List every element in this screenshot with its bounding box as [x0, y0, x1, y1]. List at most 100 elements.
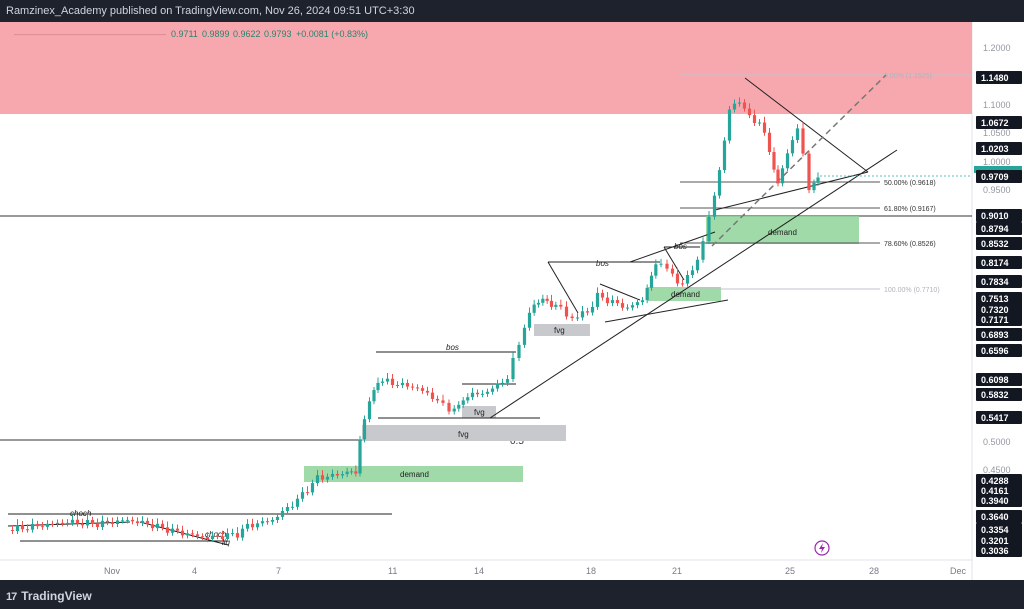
- candle-body: [367, 401, 372, 420]
- candle-body: [20, 525, 25, 530]
- candle-body: [470, 392, 475, 398]
- candle-body: [275, 516, 280, 520]
- candle-body: [570, 316, 574, 319]
- candle-body: [685, 275, 690, 284]
- price-badge: 0.6893: [981, 330, 1009, 340]
- candle-body: [807, 153, 811, 191]
- candle-body: [722, 140, 727, 171]
- candle-body: [665, 263, 669, 269]
- fib-50: 50.00% (0.9618): [884, 180, 936, 187]
- candle-body: [590, 306, 595, 313]
- candle-body: [310, 483, 315, 493]
- candle-body: [649, 275, 654, 288]
- bos-label-2: bos: [596, 259, 609, 268]
- svg-text:1.1000: 1.1000: [983, 100, 1011, 110]
- price-badge-bg: [976, 544, 1022, 557]
- price-badge-bg: [976, 303, 1022, 316]
- candle-body: [230, 533, 235, 535]
- price-badge: 0.9709: [981, 172, 1009, 182]
- svg-text:11: 11: [388, 566, 397, 576]
- current-price-marker: [974, 166, 1022, 173]
- candle-body: [125, 519, 130, 521]
- candle-body: [435, 398, 440, 401]
- trendlines[interactable]: [7, 77, 898, 546]
- price-badge: 0.6596: [981, 346, 1009, 356]
- candle-body: [717, 170, 722, 196]
- candle-body: [385, 378, 390, 382]
- bos-label-1: bos: [446, 343, 459, 352]
- candle-body: [135, 521, 140, 524]
- candle-body: [495, 383, 500, 389]
- candle-body: [300, 492, 305, 499]
- candle-body: [630, 305, 635, 308]
- candle-body: [65, 522, 70, 524]
- candle-body: [549, 300, 554, 307]
- price-badge: 1.0203: [981, 144, 1009, 154]
- candle-body: [40, 526, 45, 528]
- candle-body: [395, 385, 400, 387]
- demand-label-high: demand: [768, 228, 797, 237]
- candle-body: [795, 128, 800, 141]
- candle-body: [285, 507, 290, 511]
- candle-body: [130, 519, 135, 522]
- candle-body: [461, 400, 465, 405]
- fvg-label-mid: fvg: [474, 408, 485, 417]
- candle-body: [625, 307, 630, 309]
- candle-body: [400, 382, 405, 386]
- candle-body: [415, 387, 420, 389]
- price-badge: 0.5832: [981, 390, 1009, 400]
- publisher-header: Ramzinex_Academy published on TradingVie…: [0, 0, 1024, 22]
- candle-body: [60, 522, 65, 524]
- candle-body: [712, 195, 717, 217]
- candle-body: [90, 519, 95, 524]
- price-badge: 0.8794: [981, 224, 1009, 234]
- candle-body: [195, 534, 200, 537]
- svg-text:1.0000: 1.0000: [983, 157, 1011, 167]
- plot-area[interactable]: [0, 22, 972, 580]
- fvg-zone-mid: [462, 406, 496, 418]
- svg-text:18: 18: [586, 566, 596, 576]
- candle-body: [270, 519, 275, 522]
- dashed-projection[interactable]: [711, 74, 887, 247]
- candle-body: [80, 523, 85, 526]
- price-badge-bg: [976, 237, 1022, 250]
- candle-body: [447, 402, 451, 412]
- half-level-label: 0.5: [510, 436, 524, 447]
- candle-body: [115, 520, 120, 525]
- candle-body: [511, 357, 515, 380]
- supply-zone: [0, 22, 972, 114]
- candle-body: [372, 390, 376, 402]
- price-badge-bg: [976, 142, 1022, 155]
- candle-body: [295, 498, 300, 507]
- price-badge: 0.3354: [981, 525, 1009, 535]
- price-badge-bg: [976, 484, 1022, 497]
- candle-body: [480, 393, 485, 395]
- tradingview-logo[interactable]: 17 TradingView: [6, 589, 92, 603]
- candlestick-series[interactable]: [10, 97, 820, 543]
- price-badge-bg: [976, 256, 1022, 269]
- candle-body: [345, 471, 349, 475]
- candle-body: [790, 140, 795, 154]
- candle-body: [45, 523, 50, 527]
- time-axis[interactable]: Nov 4 7 11 14 18 21 25 28 Dec: [104, 566, 967, 576]
- legend-change: +0.0081 (+0.83%): [296, 29, 368, 39]
- legend-open: 0.9711: [171, 29, 198, 39]
- price-axis-ticks: 1.2000 1.1000 1.0500 1.0000 0.9500 0.500…: [983, 43, 1011, 475]
- svg-text:1.2000: 1.2000: [983, 43, 1011, 53]
- candle-body: [210, 535, 215, 540]
- price-badge-bg: [976, 170, 1022, 183]
- candle-body: [315, 475, 320, 484]
- tradingview-brand: TradingView: [21, 589, 92, 603]
- candle-body: [430, 392, 435, 399]
- candle-body: [695, 259, 700, 271]
- svg-text:14: 14: [474, 566, 484, 576]
- lightning-icon[interactable]: [814, 540, 830, 556]
- candle-body: [772, 152, 776, 170]
- candle-body: [35, 523, 40, 527]
- candle-body: [580, 311, 585, 318]
- svg-text:Nov: Nov: [104, 566, 121, 576]
- price-badge: 1.0672: [981, 118, 1009, 128]
- price-badge: 0.9010: [981, 211, 1009, 221]
- candle-body: [545, 298, 549, 301]
